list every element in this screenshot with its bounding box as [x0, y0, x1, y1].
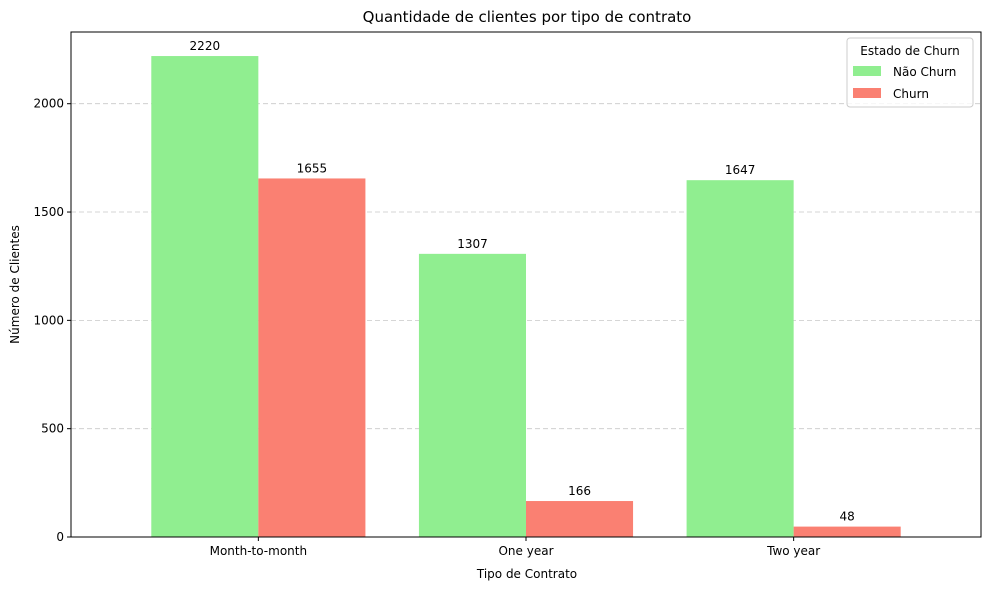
y-tick-label: 1000: [33, 313, 64, 327]
bars: [151, 56, 901, 538]
y-tick-label: 2000: [33, 97, 64, 111]
legend-title: Estado de Churn: [860, 44, 959, 58]
bar-value-label: 1647: [725, 163, 756, 177]
x-tick-label: Month-to-month: [210, 544, 308, 558]
y-tick-label: 1500: [33, 205, 64, 219]
legend-label-nao-churn: Não Churn: [893, 65, 956, 79]
y-tick-label: 500: [41, 422, 64, 436]
legend-label-churn: Churn: [893, 87, 929, 101]
legend: Estado de Churn Não Churn Churn: [846, 37, 974, 108]
bar: [793, 526, 901, 537]
bar: [151, 56, 259, 538]
x-tick-label: One year: [498, 544, 553, 558]
legend-swatch-churn: [853, 88, 881, 98]
x-axis-label: Tipo de Contrato: [476, 567, 577, 581]
bar-value-label: 1307: [457, 237, 488, 251]
y-axis-label: Número de Clientes: [8, 225, 22, 344]
bar: [258, 178, 366, 538]
bar-value-label: 2220: [190, 39, 221, 53]
x-axis-ticks: Month-to-month One year Two year: [210, 537, 820, 558]
x-tick-label: Two year: [766, 544, 820, 558]
bar: [418, 253, 526, 537]
y-tick-label: 0: [56, 530, 64, 544]
y-axis-ticks: 0 500 1000 1500 2000: [33, 97, 71, 544]
bar: [526, 501, 634, 537]
bar-value-label: 166: [568, 484, 591, 498]
bar-value-label: 1655: [297, 161, 328, 175]
bar: [686, 180, 794, 537]
data-labels: 2220 1655 1307 166 1647 48: [190, 39, 855, 524]
bar-value-label: 48: [840, 510, 855, 524]
legend-swatch-nao-churn: [853, 66, 881, 76]
chart-title: Quantidade de clientes por tipo de contr…: [363, 8, 692, 26]
